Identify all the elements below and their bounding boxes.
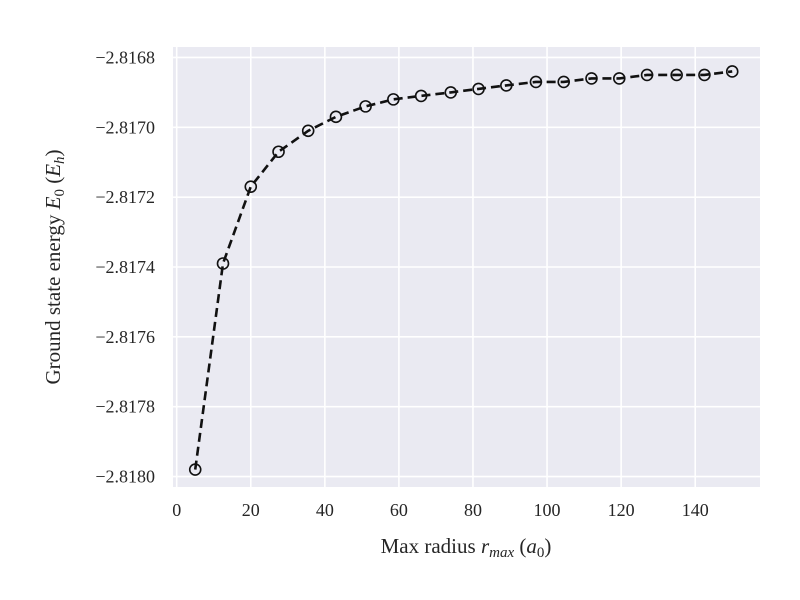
data-point: [670, 68, 683, 82]
x-tick-label: 40: [316, 500, 334, 520]
y-tick-label: −2.8174: [95, 257, 155, 277]
x-tick-label: 20: [242, 500, 260, 520]
y-axis-label: Ground state energy E0 (Eh): [41, 149, 68, 384]
x-tick-label: 120: [608, 500, 635, 520]
x-tick-label: 140: [682, 500, 709, 520]
data-point: [557, 75, 571, 89]
data-point: [612, 72, 626, 85]
x-tick-label: 80: [464, 500, 482, 520]
data-point: [329, 110, 343, 124]
y-tick-label: −2.8170: [95, 117, 155, 137]
data-point: [272, 145, 285, 159]
data-point: [472, 82, 485, 96]
x-tick-labels: 0 20 40 60 80 100 120 140: [172, 500, 708, 520]
x-tick-label: 100: [534, 500, 561, 520]
y-tick-label: −2.8180: [95, 467, 155, 487]
data-point: [244, 180, 258, 193]
x-tick-label: 60: [390, 500, 408, 520]
data-point: [301, 124, 315, 138]
y-tick-label: −2.8168: [95, 47, 155, 67]
data-point: [216, 257, 230, 270]
data-point: [725, 65, 739, 78]
data-point: [188, 463, 202, 476]
data-point: [585, 72, 598, 85]
data-point: [444, 86, 458, 99]
y-tick-label: −2.8178: [95, 397, 155, 417]
data-point: [387, 93, 400, 106]
grid: [173, 47, 760, 487]
y-tick-labels: −2.8168 −2.8170 −2.8172 −2.8174 −2.8176 −2.81…: [95, 47, 155, 486]
x-tick-label: 0: [172, 500, 181, 520]
data-point: [640, 68, 654, 82]
y-tick-label: −2.8172: [95, 187, 155, 207]
series-markers: [188, 65, 739, 476]
data-point: [500, 79, 513, 92]
data-point: [414, 89, 428, 103]
data-point: [698, 68, 711, 82]
data-point: [359, 100, 372, 113]
y-tick-label: −2.8176: [95, 327, 155, 347]
x-axis-label: Max radius rmax (a0): [381, 534, 552, 561]
data-point: [529, 75, 543, 89]
